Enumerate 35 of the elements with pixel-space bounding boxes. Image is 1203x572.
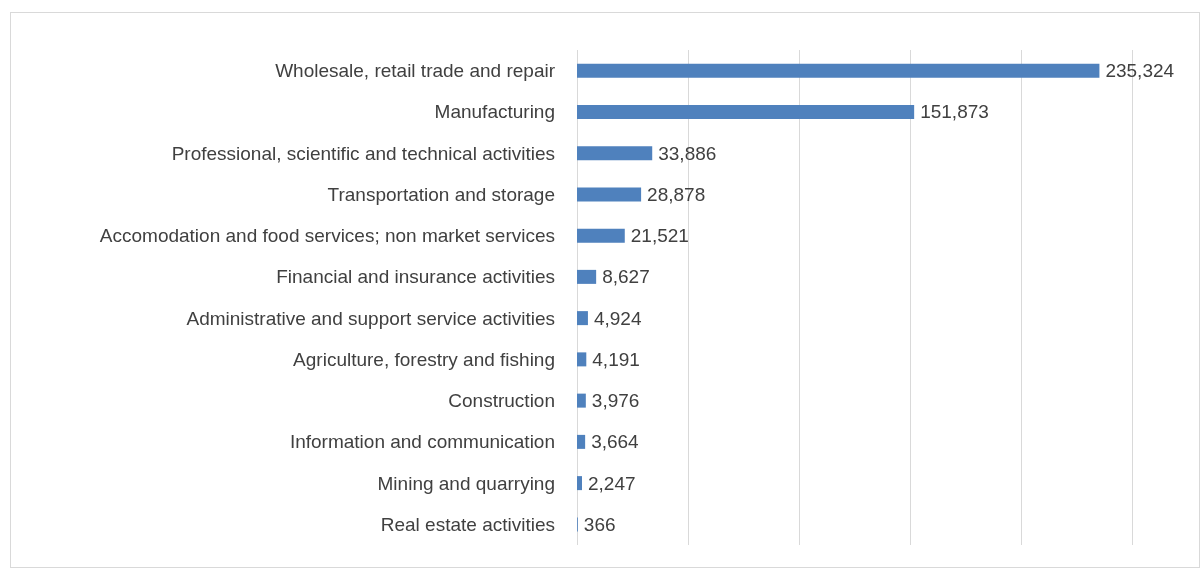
y-tick-label: Real estate activities	[380, 513, 555, 535]
data-label: 2,247	[587, 472, 636, 494]
y-tick-label: Professional, scientific and technical activities	[171, 142, 555, 164]
data-label: 3,664	[591, 431, 640, 453]
bar	[577, 434, 586, 449]
bar	[577, 146, 653, 161]
bar	[577, 476, 582, 491]
bar	[577, 393, 586, 408]
data-label: 366	[583, 513, 616, 535]
data-label: 28,878	[647, 183, 706, 205]
y-tick-label: Financial and insurance activities	[276, 266, 555, 288]
data-label: 235,324	[1105, 60, 1175, 82]
data-label: 4,924	[593, 307, 642, 329]
bar	[577, 63, 1100, 78]
y-tick-label: Manufacturing	[434, 101, 555, 123]
data-label: 33,886	[658, 142, 717, 164]
y-tick-label: Wholesale, retail trade and repair	[275, 60, 556, 82]
data-label: 8,627	[602, 266, 650, 288]
y-tick-label: Administrative and support service activities	[186, 307, 555, 329]
bar	[577, 269, 597, 284]
y-tick-label: Accomodation and food services; non market services	[99, 225, 555, 247]
bar	[577, 228, 625, 243]
data-label: 3,976	[591, 390, 640, 412]
bar	[577, 311, 588, 326]
y-tick-label: Information and communication	[289, 431, 555, 453]
y-tick-label: Agriculture, forestry and fishing	[293, 348, 555, 370]
data-label: 151,873	[920, 101, 989, 123]
y-tick-label: Mining and quarrying	[377, 472, 555, 494]
data-label: 21,521	[630, 225, 689, 247]
data-label: 4,191	[592, 348, 640, 370]
y-tick-label: Construction	[448, 390, 555, 412]
y-tick-label: Transportation and storage	[327, 183, 555, 205]
bar	[577, 352, 587, 367]
bar	[577, 104, 915, 119]
bar	[577, 187, 642, 202]
